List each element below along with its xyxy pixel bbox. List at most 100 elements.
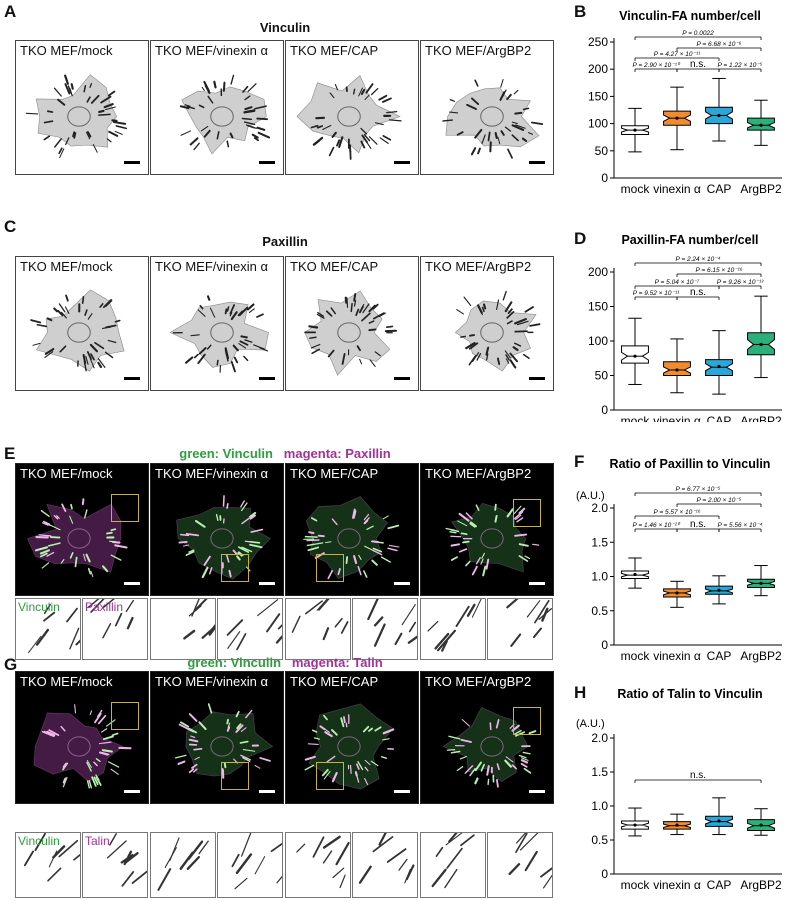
- focal-adhesion: [46, 551, 55, 557]
- focal-adhesion: [30, 319, 42, 324]
- focal-adhesion: [57, 309, 64, 317]
- category-label: CAP: [707, 878, 732, 892]
- significance-label: n.s.: [690, 770, 706, 781]
- focal-adhesion: [346, 297, 349, 308]
- focal-adhesion: [32, 342, 41, 346]
- focal-adhesion: [360, 140, 366, 149]
- focal-adhesion: [521, 757, 529, 761]
- zoom-region-box: [111, 702, 139, 730]
- row-e-title: green: Vinculin magenta: Paxillin: [15, 446, 555, 461]
- focal-adhesion: [505, 354, 510, 361]
- scale-bar: [394, 161, 410, 164]
- micrograph-label: TKO MEF/vinexin α: [155, 43, 268, 58]
- cell-image: [454, 290, 541, 372]
- focal-adhesion: [310, 124, 319, 129]
- focal-adhesion: [340, 717, 345, 728]
- focal-adhesion: [515, 514, 522, 521]
- focal-adhesion: [368, 304, 376, 313]
- focal-adhesion: [98, 113, 111, 116]
- focal-adhesion: [509, 352, 519, 363]
- focal-adhesion: [84, 509, 88, 519]
- focal-adhesion: [521, 137, 528, 142]
- y-tick-label: 0: [601, 638, 608, 652]
- focal-adhesion: [513, 510, 524, 520]
- scale-bar: [259, 377, 275, 380]
- inset-adhesion: [318, 599, 330, 611]
- focal-adhesion: [442, 119, 454, 122]
- focal-adhesion: [97, 709, 103, 718]
- focal-adhesion: [314, 552, 325, 559]
- focal-adhesion: [237, 310, 244, 317]
- focal-adhesion: [474, 128, 483, 139]
- focal-adhesion: [324, 731, 333, 738]
- significance-label: P = 2.90 × 10⁻¹⁰: [633, 62, 681, 69]
- micrograph-c-1: TKO MEF/vinexin α: [150, 256, 284, 391]
- focal-adhesion: [69, 552, 74, 559]
- focal-adhesion: [83, 361, 87, 372]
- focal-adhesion: [312, 136, 324, 146]
- focal-adhesion: [458, 548, 468, 553]
- inset-adhesion: [87, 599, 100, 609]
- focal-adhesion: [200, 125, 209, 132]
- row-e-title-green: green: Vinculin: [179, 446, 273, 461]
- inset-adhesion: [508, 863, 521, 876]
- cell-nucleus: [337, 736, 361, 757]
- focal-adhesion: [34, 546, 49, 552]
- significance-label: P = 6.15 × 10⁻¹⁶: [695, 267, 742, 274]
- focal-adhesion: [364, 777, 369, 785]
- focal-adhesion: [370, 760, 379, 767]
- scale-bar: [529, 377, 545, 380]
- focal-adhesion: [105, 719, 116, 727]
- significance-label: P = 9.26 × 10⁻¹³: [717, 279, 764, 286]
- focal-adhesion: [464, 765, 474, 774]
- focal-adhesion: [103, 103, 114, 109]
- inset-adhesion: [236, 633, 247, 651]
- cell-body: [185, 711, 274, 777]
- focal-adhesion: [90, 359, 95, 369]
- focal-adhesion: [64, 83, 71, 95]
- scale-bar: [124, 582, 140, 585]
- focal-adhesion: [99, 303, 104, 308]
- significance-label: P = 6.68 × 10⁻⁶: [697, 41, 742, 48]
- micrograph-a-1: TKO MEF/vinexin α: [150, 40, 284, 175]
- scale-bar: [124, 377, 140, 380]
- micrograph-label: TKO MEF/mock: [20, 259, 113, 274]
- mean-dot: [759, 823, 763, 827]
- focal-adhesion: [485, 558, 490, 570]
- focal-adhesion: [308, 531, 315, 534]
- focal-adhesion: [325, 541, 332, 544]
- focal-adhesion: [225, 350, 229, 362]
- focal-adhesion: [44, 351, 54, 358]
- focal-adhesion: [89, 343, 99, 353]
- focal-adhesion: [388, 119, 402, 122]
- focal-adhesion: [368, 328, 377, 332]
- focal-adhesion: [107, 761, 120, 768]
- focal-adhesion: [38, 534, 52, 537]
- focal-adhesion: [39, 549, 50, 555]
- focal-adhesion: [304, 755, 316, 761]
- inset-adhesion: [194, 599, 208, 612]
- focal-adhesion: [213, 80, 217, 89]
- focal-adhesion: [83, 553, 86, 562]
- focal-adhesion: [358, 554, 362, 560]
- row-g-title-green: green: Vinculin: [187, 655, 282, 670]
- focal-adhesion: [365, 83, 374, 94]
- y-tick-label: 200: [588, 62, 608, 76]
- focal-adhesion: [509, 359, 517, 369]
- focal-adhesion: [69, 515, 74, 524]
- inset-adhesion: [526, 600, 541, 618]
- focal-adhesion: [242, 85, 249, 93]
- focal-adhesion: [95, 776, 102, 786]
- focal-adhesion: [174, 754, 187, 759]
- focal-adhesion: [182, 544, 190, 547]
- micrograph-label: TKO MEF/mock: [20, 466, 113, 481]
- focal-adhesion: [222, 81, 226, 92]
- focal-adhesion: [514, 533, 528, 537]
- inset-adhesion: [234, 877, 248, 890]
- cell-image: [304, 703, 395, 790]
- focal-adhesion: [456, 766, 464, 772]
- focal-adhesion: [349, 764, 352, 774]
- category-label: CAP: [707, 414, 732, 422]
- focal-adhesion: [256, 117, 269, 121]
- focal-adhesion: [259, 757, 271, 762]
